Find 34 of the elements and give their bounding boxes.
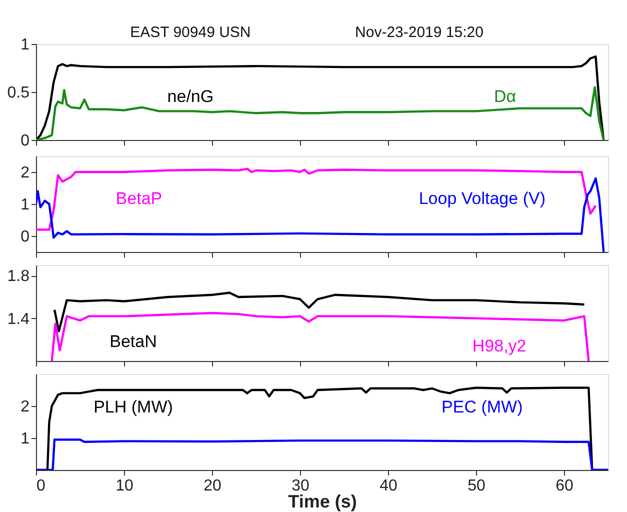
x-tick-label: 20: [204, 478, 222, 494]
line-series: [50, 312, 590, 361]
x-tick-label: 10: [116, 478, 134, 494]
y-tick-label: 2: [20, 164, 30, 182]
x-tick-label: 40: [380, 478, 398, 494]
y-tick-label: 0: [20, 132, 30, 150]
line-series: [36, 86, 605, 140]
text: Nov-23-2019 15:20: [355, 24, 484, 41]
y-tick-label: 0.5: [7, 84, 30, 102]
series-label: PEC (MW): [442, 398, 523, 417]
series-label: BetaP: [116, 189, 162, 208]
series-label: Loop Voltage (V): [418, 189, 546, 208]
line-series: [36, 55, 605, 140]
x-axis-title: Time (s): [288, 492, 357, 512]
chart-title: EAST 90949 USN: [130, 24, 251, 41]
series-label: H98,y2: [472, 336, 526, 356]
x-tick-label: 60: [556, 478, 574, 494]
y-tick-label: 2: [20, 398, 30, 416]
y-tick-label: 1: [20, 430, 30, 448]
y-tick-label: 1.4: [7, 310, 30, 328]
y-tick-label: 1: [20, 36, 30, 54]
series-label: Dα: [494, 86, 516, 106]
series-label: BetaN: [110, 332, 157, 351]
x-tick-label: 0: [36, 478, 46, 494]
series-label: ne/nG: [167, 86, 214, 106]
line-series: [36, 168, 597, 231]
y-tick-label: 0: [20, 228, 30, 246]
y-tick-label: 1: [20, 196, 30, 214]
x-tick-label: 30: [292, 478, 310, 494]
series-label: PLH (MW): [94, 398, 173, 417]
line-series: [36, 177, 605, 252]
y-tick-label: 1.8: [7, 268, 30, 286]
line-series: [53, 292, 586, 332]
x-tick-label: 50: [468, 478, 486, 494]
